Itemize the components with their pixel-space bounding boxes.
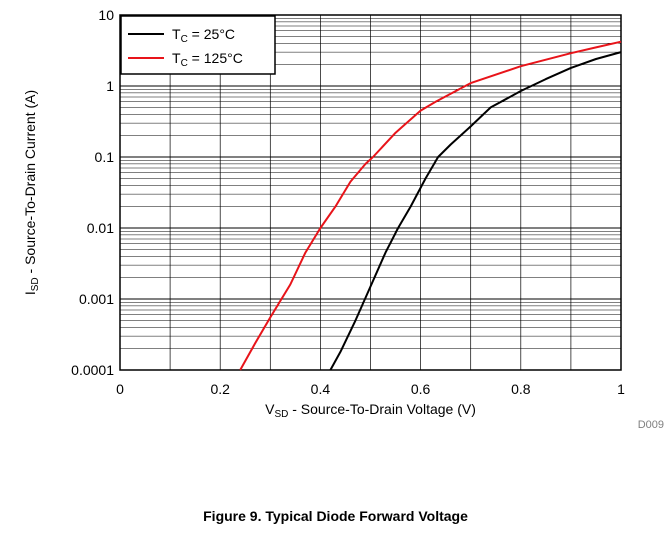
- grid: [120, 15, 621, 370]
- x-tick-labels: 0 0.2 0.4 0.6 0.8 1: [116, 381, 625, 397]
- x-tick-label: 0: [116, 381, 124, 397]
- legend-25c-main: T: [172, 26, 181, 42]
- y-axis-label: ISD - Source-To-Drain Current (A): [22, 90, 41, 295]
- x-axis-label-rest: - Source-To-Drain Voltage (V): [288, 401, 476, 417]
- series-lines: [239, 40, 622, 371]
- x-axis-label: VSD - Source-To-Drain Voltage (V): [265, 401, 476, 420]
- y-axis-label-main: I: [22, 291, 38, 295]
- y-axis-label-sub: SD: [30, 277, 41, 291]
- legend-125c-sub: C: [181, 58, 188, 69]
- legend-25c-rest: = 25°C: [188, 26, 235, 42]
- y-tick-label: 0.001: [79, 291, 114, 307]
- y-tick-labels: 10 1 0.1 0.01 0.001 0.0001: [71, 7, 114, 378]
- legend-entry-125c: TC = 125°C: [172, 50, 243, 69]
- series-line-25c: [329, 51, 622, 371]
- legend-box: [120, 15, 276, 75]
- y-tick-label: 0.0001: [71, 362, 114, 378]
- figure-caption: Figure 9. Typical Diode Forward Voltage: [203, 508, 468, 524]
- legend: TC = 25°C TC = 125°C: [120, 15, 276, 75]
- y-axis-label-rest: - Source-To-Drain Current (A): [22, 90, 38, 278]
- legend-25c-sub: C: [181, 34, 188, 45]
- x-tick-label: 0.6: [411, 381, 431, 397]
- x-tick-label: 0.4: [311, 381, 331, 397]
- y-tick-label: 0.1: [95, 149, 115, 165]
- y-tick-label: 10: [98, 7, 114, 23]
- figure-code: D009: [638, 419, 664, 431]
- x-tick-label: 0.8: [511, 381, 531, 397]
- series-line-125c: [239, 40, 622, 371]
- legend-125c-rest: = 125°C: [188, 50, 243, 66]
- legend-entry-25c: TC = 25°C: [172, 26, 235, 45]
- y-tick-label: 0.01: [87, 220, 114, 236]
- y-tick-label: 1: [106, 78, 114, 94]
- x-axis-label-sub: SD: [274, 409, 288, 420]
- x-tick-label: 0.2: [210, 381, 230, 397]
- plot-frame: [119, 14, 622, 371]
- x-tick-label: 1: [617, 381, 625, 397]
- legend-125c-main: T: [172, 50, 181, 66]
- x-axis-label-main: V: [265, 401, 275, 417]
